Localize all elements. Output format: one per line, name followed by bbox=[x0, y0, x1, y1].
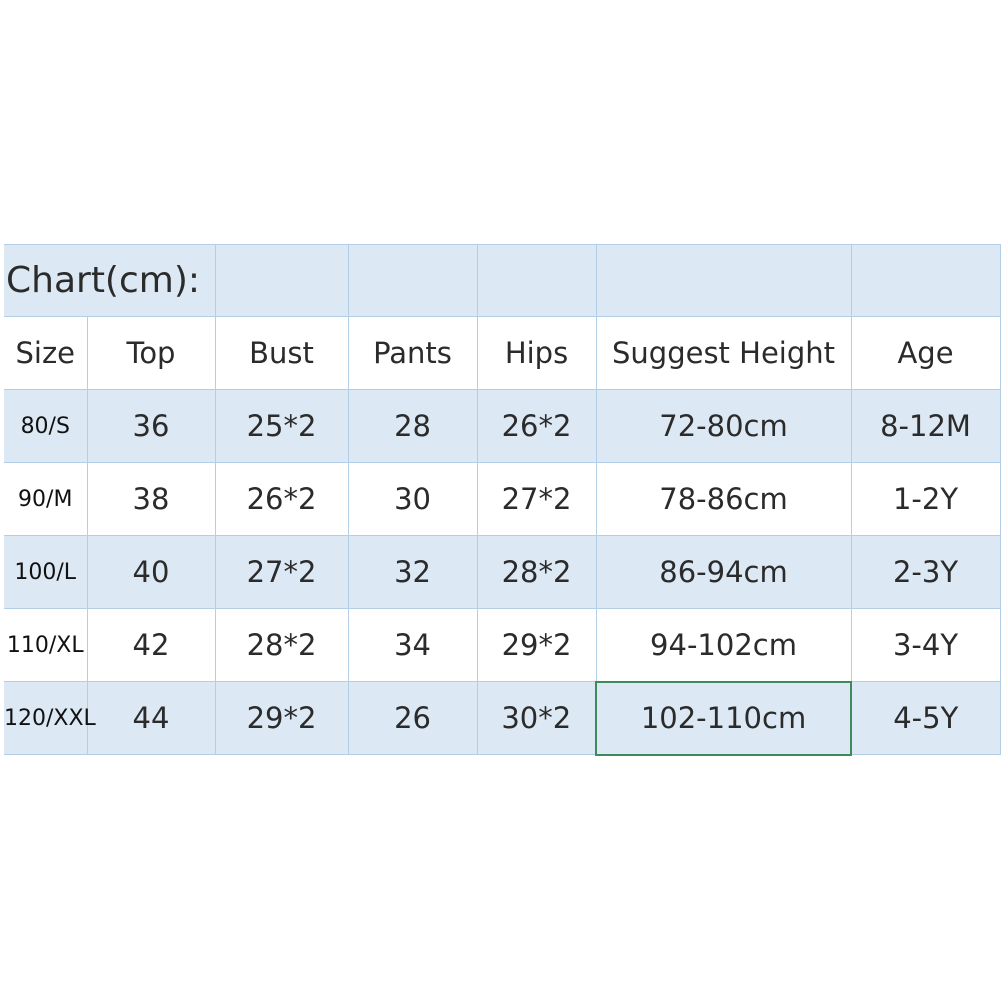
cell-top: 44 bbox=[86, 681, 216, 755]
cell-hips: 27*2 bbox=[476, 462, 597, 536]
cell-top: 40 bbox=[86, 535, 216, 609]
header-row: Size Top Bust Pants Hips Suggest Height … bbox=[4, 316, 1001, 390]
cell-suggest-height: 72-80cm bbox=[595, 389, 852, 463]
cell-suggest-height: 86-94cm bbox=[595, 535, 852, 609]
cell-suggest-height: 94-102cm bbox=[595, 608, 852, 682]
cell-bust: 26*2 bbox=[214, 462, 349, 536]
empty-cell bbox=[214, 244, 349, 317]
cell-hips: 30*2 bbox=[476, 681, 597, 755]
cell-age: 3-4Y bbox=[850, 608, 1001, 682]
cell-hips: 29*2 bbox=[476, 608, 597, 682]
header-suggest-height: Suggest Height bbox=[595, 316, 852, 390]
header-age: Age bbox=[850, 316, 1001, 390]
chart-title: Chart(cm): bbox=[4, 244, 216, 317]
header-hips: Hips bbox=[476, 316, 597, 390]
cell-suggest-height: 78-86cm bbox=[595, 462, 852, 536]
title-row: Chart(cm): bbox=[4, 244, 1001, 317]
cell-hips: 28*2 bbox=[476, 535, 597, 609]
cell-size: 110/XL bbox=[4, 608, 88, 682]
cell-hips: 26*2 bbox=[476, 389, 597, 463]
cell-bust: 27*2 bbox=[214, 535, 349, 609]
header-bust: Bust bbox=[214, 316, 349, 390]
header-size: Size bbox=[4, 316, 88, 390]
header-top: Top bbox=[86, 316, 216, 390]
cell-pants: 26 bbox=[347, 681, 478, 755]
cell-age: 1-2Y bbox=[850, 462, 1001, 536]
cell-bust: 25*2 bbox=[214, 389, 349, 463]
cell-size: 80/S bbox=[4, 389, 88, 463]
empty-cell bbox=[476, 244, 597, 317]
cell-size: 100/L bbox=[4, 535, 88, 609]
size-chart-table: Chart(cm): Size Top Bust Pants Hips Sugg… bbox=[4, 244, 1001, 756]
cell-pants: 28 bbox=[347, 389, 478, 463]
cell-age: 2-3Y bbox=[850, 535, 1001, 609]
header-pants: Pants bbox=[347, 316, 478, 390]
cell-pants: 32 bbox=[347, 535, 478, 609]
table-row: 90/M 38 26*2 30 27*2 78-86cm 1-2Y bbox=[4, 462, 1001, 536]
table-row: 120/XXL 44 29*2 26 30*2 102-110cm 4-5Y bbox=[4, 680, 1001, 756]
cell-age: 8-12M bbox=[850, 389, 1001, 463]
cell-size: 90/M bbox=[4, 462, 88, 536]
cell-pants: 30 bbox=[347, 462, 478, 536]
cell-top: 36 bbox=[86, 389, 216, 463]
empty-cell bbox=[347, 244, 478, 317]
cell-size: 120/XXL bbox=[4, 681, 96, 755]
table-row: 110/XL 42 28*2 34 29*2 94-102cm 3-4Y bbox=[4, 608, 1001, 682]
cell-top: 38 bbox=[86, 462, 216, 536]
cell-pants: 34 bbox=[347, 608, 478, 682]
cell-bust: 29*2 bbox=[214, 681, 349, 755]
cell-bust: 28*2 bbox=[214, 608, 349, 682]
cell-age: 4-5Y bbox=[850, 681, 1001, 755]
empty-cell bbox=[850, 244, 1001, 317]
cell-suggest-height: 102-110cm bbox=[595, 680, 853, 756]
table-row: 80/S 36 25*2 28 26*2 72-80cm 8-12M bbox=[4, 389, 1001, 463]
cell-top: 42 bbox=[86, 608, 216, 682]
empty-cell bbox=[595, 244, 852, 317]
table-row: 100/L 40 27*2 32 28*2 86-94cm 2-3Y bbox=[4, 535, 1001, 609]
